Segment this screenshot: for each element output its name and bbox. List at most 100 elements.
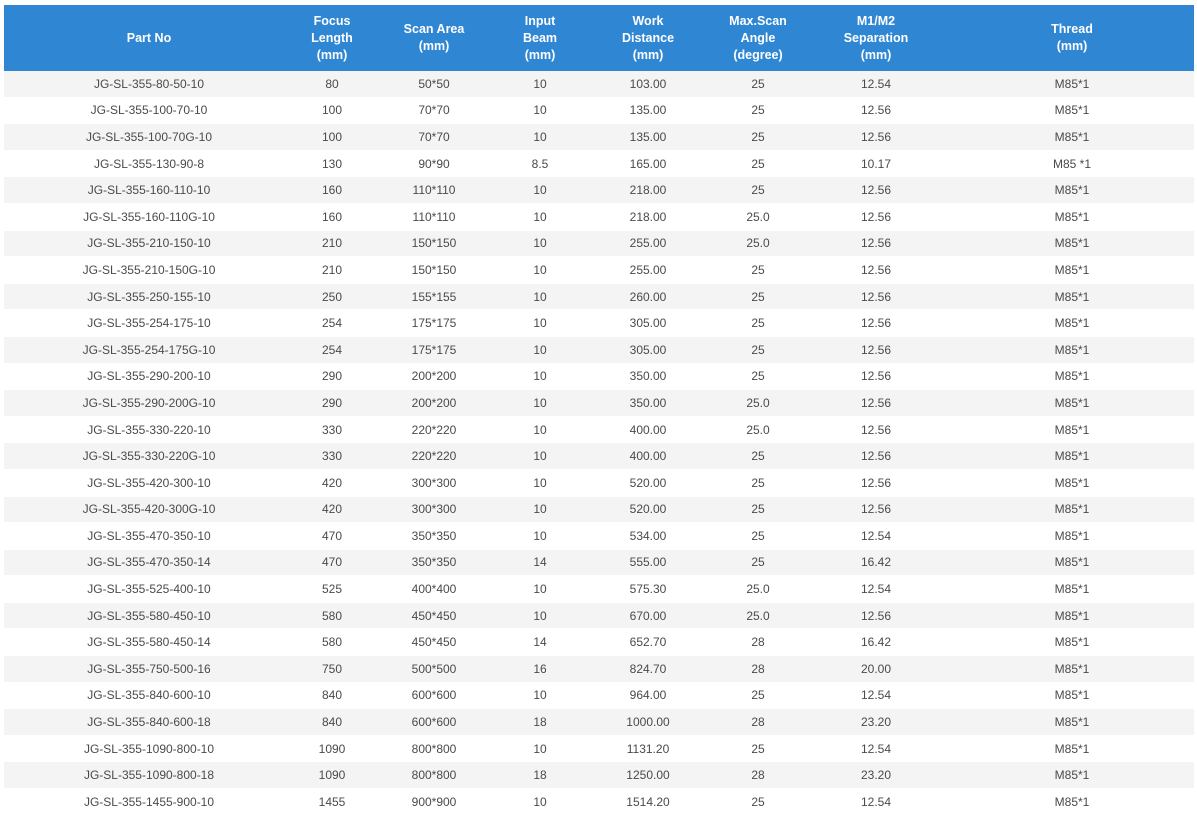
cell-focus-length: 840 [294, 708, 370, 736]
table-row: JG-SL-355-210-150G-10 210 150*150 10 255.00 2… [4, 256, 1194, 284]
cell-separation: 12.56 [802, 176, 950, 204]
table-row: JG-SL-355-330-220G-10 330 220*220 10 400.00 2… [4, 442, 1194, 470]
cell-thread: M85*1 [950, 549, 1194, 577]
cell-work-distance: 964.00 [582, 682, 714, 710]
header-line: Input [524, 13, 556, 28]
cell-scan-area: 500*500 [370, 655, 498, 683]
table-row: JG-SL-355-840-600-18 840 600*600 18 1000.00 2… [4, 708, 1194, 736]
cell-part-no: JG-SL-355-210-150G-10 [4, 256, 294, 284]
table-row: JG-SL-355-160-110G-10 160 110*110 10 218.00 2… [4, 203, 1194, 231]
cell-scan-area: 600*600 [370, 708, 498, 736]
table-row: JG-SL-355-1090-800-10 1090 800*800 10 1131.2… [4, 735, 1194, 763]
cell-max-scan-angle: 25 [714, 442, 802, 470]
table-row: JG-SL-355-330-220-10 330 220*220 10 400.00 25… [4, 416, 1194, 444]
cell-thread: M85*1 [950, 203, 1194, 231]
cell-separation: 12.56 [802, 363, 950, 391]
cell-input-beam: 14 [498, 549, 582, 577]
header-line: Angle [740, 30, 776, 45]
cell-work-distance: 575.30 [582, 575, 714, 603]
header-line: (mm) [860, 47, 892, 62]
cell-separation: 12.56 [802, 309, 950, 337]
table-row: JG-SL-355-470-350-10 470 350*350 10 534.00 25… [4, 522, 1194, 550]
cell-max-scan-angle: 25.0 [714, 230, 802, 258]
cell-max-scan-angle: 25 [714, 682, 802, 710]
cell-max-scan-angle: 25 [714, 469, 802, 497]
cell-work-distance: 135.00 [582, 97, 714, 125]
header-line: (mm) [632, 47, 664, 62]
cell-focus-length: 580 [294, 602, 370, 630]
header-line: Length [311, 30, 353, 45]
cell-thread: M85*1 [950, 416, 1194, 444]
table-row: JG-SL-355-290-200-10 290 200*200 10 350.00 25… [4, 363, 1194, 391]
cell-scan-area: 450*450 [370, 628, 498, 657]
cell-max-scan-angle: 25 [714, 788, 802, 816]
cell-work-distance: 520.00 [582, 496, 714, 524]
table-row: JG-SL-355-750-500-16 750 500*500 16 824.70 28… [4, 655, 1194, 683]
cell-focus-length: 160 [294, 203, 370, 231]
cell-scan-area: 90*90 [370, 150, 498, 178]
cell-scan-area: 70*70 [370, 123, 498, 151]
cell-thread: M85*1 [950, 602, 1194, 630]
cell-thread: M85*1 [950, 389, 1194, 417]
cell-input-beam: 10 [498, 602, 582, 630]
cell-thread: M85*1 [950, 363, 1194, 391]
cell-part-no: JG-SL-355-1455-900-10 [4, 788, 294, 816]
cell-separation: 20.00 [802, 655, 950, 683]
cell-max-scan-angle: 25 [714, 336, 802, 364]
cell-separation: 12.56 [802, 602, 950, 630]
cell-work-distance: 652.70 [582, 628, 714, 657]
cell-input-beam: 10 [498, 97, 582, 125]
cell-focus-length: 160 [294, 176, 370, 204]
table-row: JG-SL-355-1090-800-18 1090 800*800 18 1250.0… [4, 761, 1194, 790]
cell-separation: 23.20 [802, 708, 950, 736]
table-row: JG-SL-355-254-175-10 254 175*175 10 305.00 25… [4, 309, 1194, 337]
cell-separation: 12.54 [802, 735, 950, 763]
cell-work-distance: 400.00 [582, 442, 714, 470]
cell-focus-length: 470 [294, 522, 370, 550]
cell-work-distance: 255.00 [582, 230, 714, 258]
cell-scan-area: 155*155 [370, 283, 498, 311]
cell-part-no: JG-SL-355-100-70G-10 [4, 123, 294, 151]
cell-focus-length: 1090 [294, 761, 370, 790]
cell-separation: 12.56 [802, 256, 950, 284]
table-row: JG-SL-355-250-155-10 250 155*155 10 260.00 25… [4, 283, 1194, 311]
cell-input-beam: 10 [498, 176, 582, 204]
cell-input-beam: 14 [498, 628, 582, 657]
table-row: JG-SL-355-80-50-10 80 50*50 10 103.00 25 12.54… [4, 71, 1194, 98]
cell-input-beam: 16 [498, 655, 582, 683]
cell-part-no: JG-SL-355-290-200G-10 [4, 389, 294, 417]
cell-scan-area: 800*800 [370, 735, 498, 763]
cell-separation: 12.56 [802, 416, 950, 444]
cell-max-scan-angle: 25 [714, 735, 802, 763]
cell-scan-area: 350*350 [370, 549, 498, 577]
cell-thread: M85*1 [950, 682, 1194, 710]
cell-focus-length: 290 [294, 363, 370, 391]
cell-thread: M85 *1 [950, 150, 1194, 178]
cell-input-beam: 10 [498, 469, 582, 497]
cell-separation: 16.42 [802, 628, 950, 657]
table-row: JG-SL-355-580-450-14 580 450*450 14 652.70 28… [4, 628, 1194, 657]
cell-scan-area: 110*110 [370, 176, 498, 204]
cell-focus-length: 100 [294, 123, 370, 151]
table-row: JG-SL-355-130-90-8 130 90*90 8.5 165.00 25 10.… [4, 150, 1194, 178]
cell-work-distance: 534.00 [582, 522, 714, 550]
cell-scan-area: 220*220 [370, 416, 498, 444]
cell-separation: 12.54 [802, 788, 950, 816]
cell-focus-length: 840 [294, 682, 370, 710]
table-row: JG-SL-355-290-200G-10 290 200*200 10 350.00 2… [4, 389, 1194, 417]
cell-focus-length: 420 [294, 469, 370, 497]
cell-scan-area: 150*150 [370, 256, 498, 284]
cell-work-distance: 824.70 [582, 655, 714, 683]
table-row: JG-SL-355-1455-900-10 1455 900*900 10 1514.2… [4, 788, 1194, 816]
cell-thread: M85*1 [950, 761, 1194, 790]
cell-input-beam: 10 [498, 123, 582, 151]
cell-thread: M85*1 [950, 655, 1194, 683]
cell-separation: 12.56 [802, 230, 950, 258]
cell-thread: M85*1 [950, 496, 1194, 524]
header-line: Max.Scan [729, 13, 787, 28]
cell-focus-length: 250 [294, 283, 370, 311]
cell-work-distance: 1250.00 [582, 761, 714, 790]
header-line: Focus [313, 13, 351, 28]
cell-work-distance: 400.00 [582, 416, 714, 444]
table-row: JG-SL-355-525-400-10 525 400*400 10 575.30 25… [4, 575, 1194, 603]
